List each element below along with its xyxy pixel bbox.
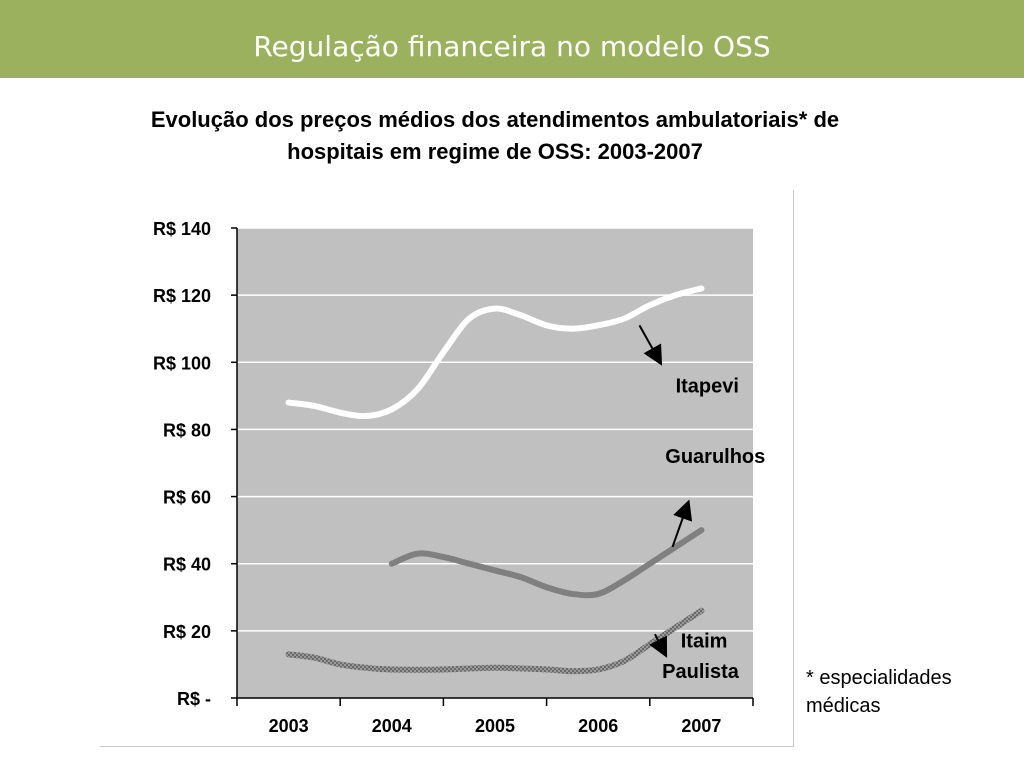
x-tick-label: 2007: [681, 716, 721, 736]
chart-heading: Evolução dos preços médios dos atendimen…: [30, 104, 960, 168]
footnote: * especialidades médicas: [806, 664, 952, 720]
x-tick-label: 2004: [372, 716, 412, 736]
annotation-arrow-guarulhos: [671, 499, 693, 548]
slide-title: Regulação financeira no modelo OSS: [253, 30, 771, 63]
chart-heading-line-1: Evolução dos preços médios dos atendimen…: [150, 107, 840, 132]
series-line-itaim-paulista: [285, 607, 705, 675]
header-bar: [0, 0, 1024, 78]
annotation-arrow-itaim-paulista: [649, 633, 668, 658]
y-tick-label: R$ 40: [163, 555, 211, 575]
chart-frame: R$ - R$ 20 R$ 40 R$ 60 R$ 80 R$ 100 R$ 120 R$ 1…: [100, 190, 794, 747]
footnote-line-2: médicas: [806, 695, 881, 717]
y-tick-label: R$ 80: [163, 420, 211, 440]
annotation-itapevi: Itapevi: [676, 376, 739, 398]
annotation-itaim: Itaim: [681, 631, 728, 653]
footnote-line-1: * especialidades: [806, 667, 952, 689]
y-tick-label: R$ 100: [153, 353, 211, 373]
y-tick-label: R$ 60: [163, 488, 211, 508]
x-tick-label: 2003: [269, 716, 309, 736]
y-tick-label: R$ 20: [163, 622, 211, 642]
y-tick-label: R$ 140: [153, 219, 211, 239]
y-tick-label: R$ -: [177, 689, 211, 709]
annotation-paulista: Paulista: [662, 661, 740, 683]
x-tick-label: 2006: [578, 716, 618, 736]
annotation-arrow-itapevi: [638, 324, 663, 366]
x-tick-label: 2005: [475, 716, 515, 736]
annotation-guarulhos: Guarulhos: [665, 446, 765, 468]
y-tick-label: R$ 120: [153, 286, 211, 306]
chart-heading-line-2: hospitais em regime de OSS: 2003-2007: [287, 139, 703, 164]
line-chart: R$ - R$ 20 R$ 40 R$ 60 R$ 80 R$ 100 R$ 120 R$ 1…: [153, 219, 765, 736]
series-line-guarulhos: [388, 527, 705, 599]
series-line-itapevi: [285, 285, 705, 420]
